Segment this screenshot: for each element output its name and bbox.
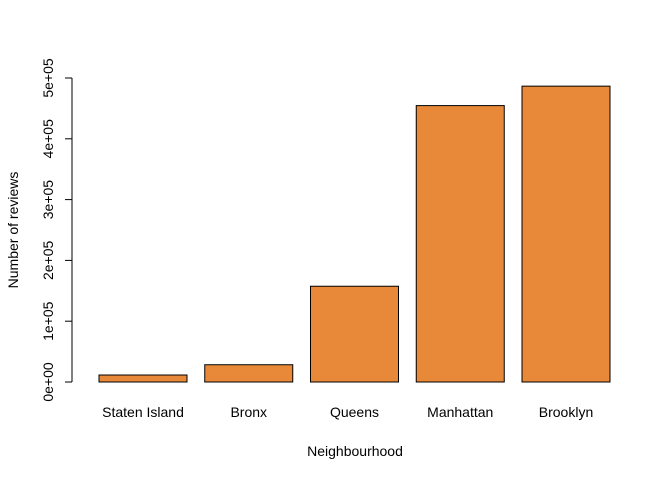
y-tick-label: 1e+05 bbox=[40, 301, 56, 341]
bars-group bbox=[98, 85, 611, 383]
bar bbox=[204, 364, 294, 383]
bar bbox=[521, 85, 611, 383]
y-tick-label: 3e+05 bbox=[40, 180, 56, 220]
y-tick-label: 2e+05 bbox=[40, 241, 56, 281]
y-tick-label: 5e+05 bbox=[40, 58, 56, 98]
x-tick-label: Queens bbox=[330, 404, 379, 420]
x-tick-label: Brooklyn bbox=[539, 404, 593, 420]
y-axis: 0e+00 1e+05 2e+05 3e+05 4e+05 5e+05 bbox=[40, 58, 73, 402]
bar bbox=[310, 285, 399, 383]
x-tick-labels: Staten Island Bronx Queens Manhattan Brookly… bbox=[102, 404, 593, 420]
x-tick-label: Staten Island bbox=[102, 404, 184, 420]
y-axis-title: Number of reviews bbox=[5, 172, 21, 289]
x-axis-title: Neighbourhood bbox=[307, 443, 403, 459]
bar bbox=[98, 374, 188, 383]
x-tick-label: Manhattan bbox=[427, 404, 493, 420]
x-tick-label: Bronx bbox=[230, 404, 267, 420]
y-tick-label: 0e+00 bbox=[40, 362, 56, 402]
bar bbox=[415, 105, 505, 383]
y-tick-label: 4e+05 bbox=[40, 119, 56, 159]
